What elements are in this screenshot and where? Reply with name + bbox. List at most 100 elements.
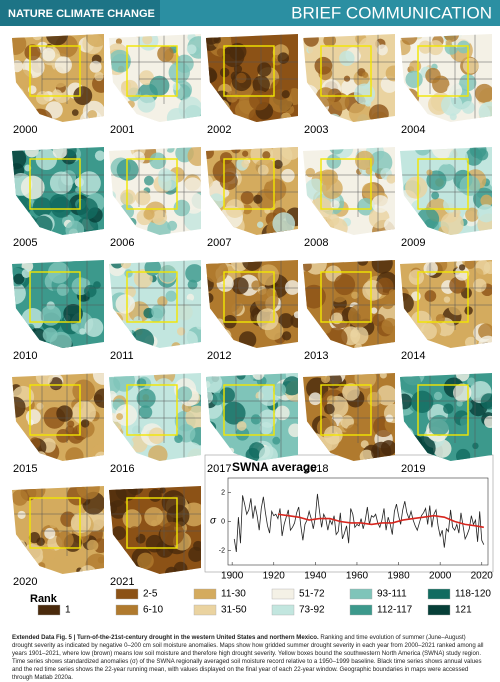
map-blot <box>45 34 69 46</box>
map-year: 2008 <box>304 237 328 249</box>
map-blot <box>135 190 151 206</box>
map-blot <box>175 299 199 323</box>
map-blot <box>222 401 246 425</box>
map-blot <box>94 451 104 461</box>
map-blot <box>258 409 277 428</box>
map-blot <box>144 260 161 276</box>
state-lines <box>12 486 104 574</box>
map-blot <box>334 274 356 296</box>
drought-map: 2009 <box>400 147 492 249</box>
map-blot <box>320 373 331 384</box>
legend-swatch <box>427 588 451 600</box>
map-blot <box>453 383 472 402</box>
map-blot <box>94 150 104 161</box>
map-blot <box>224 296 244 316</box>
map-blot <box>127 110 135 118</box>
map-blot <box>187 279 198 290</box>
map-blot <box>337 260 345 265</box>
map-blot <box>29 427 40 438</box>
map-blot <box>405 332 417 344</box>
map-blot <box>70 512 92 534</box>
map-blot <box>454 266 470 281</box>
chart-title: SWNA average <box>232 460 317 474</box>
map-blot <box>348 101 372 122</box>
map-year: 2004 <box>401 124 425 136</box>
map-blot <box>144 507 164 527</box>
map-blot <box>307 44 318 54</box>
map-blot <box>441 94 463 116</box>
map-blot <box>416 207 440 231</box>
map-blot <box>109 321 125 345</box>
map-blot <box>167 220 178 231</box>
map-blot <box>36 91 50 105</box>
map-blot <box>49 377 63 391</box>
map-blot <box>120 189 136 206</box>
map-blot <box>272 212 296 235</box>
map-blot <box>281 331 292 341</box>
map-blot <box>257 164 269 176</box>
map-blot <box>93 281 101 289</box>
swna-box <box>320 384 372 436</box>
map-blot <box>109 190 116 202</box>
map-blot <box>22 561 30 569</box>
map-blot <box>42 547 57 561</box>
map-blot <box>443 403 454 414</box>
swna-box <box>417 271 469 323</box>
map-blot <box>354 373 377 389</box>
map-blot <box>424 290 437 302</box>
map-field <box>400 34 492 122</box>
map-blot <box>305 167 316 178</box>
drought-map: 2015 <box>12 373 104 475</box>
map-blot <box>63 303 83 324</box>
map-blot <box>31 562 38 570</box>
map-blot <box>355 150 375 171</box>
state-lines <box>303 34 395 122</box>
map-blot <box>400 393 413 410</box>
map-blot <box>324 403 335 415</box>
map-blot <box>420 323 437 340</box>
map-year: 2009 <box>401 237 425 249</box>
map-blot <box>152 210 168 226</box>
map-blot <box>49 519 59 529</box>
map-blot <box>231 277 249 295</box>
legend-label: 11-30 <box>221 589 246 600</box>
map-blot <box>171 342 181 348</box>
map-blot <box>109 428 120 443</box>
legend-label: 121 <box>455 605 472 616</box>
map-blot <box>79 328 86 335</box>
map-blot <box>61 499 72 511</box>
swna-box <box>320 271 372 323</box>
legend-label: 51-72 <box>299 589 325 600</box>
map-blot <box>388 289 395 297</box>
map-blot <box>253 194 263 204</box>
map-blot <box>414 147 432 156</box>
map-blot <box>417 151 440 173</box>
map-blot <box>85 34 104 47</box>
map-blot <box>370 307 378 314</box>
map-blot <box>12 217 24 235</box>
map-blot <box>281 90 290 99</box>
state-lines <box>109 260 201 348</box>
state-lines <box>400 260 492 348</box>
map-blot <box>12 448 20 461</box>
map-blot <box>12 34 27 55</box>
map-blot <box>425 67 441 84</box>
map-blot <box>148 427 166 445</box>
map-blot <box>12 321 28 340</box>
map-blot <box>426 169 433 176</box>
map-blot <box>457 40 471 54</box>
drought-map: 2000 <box>12 34 104 136</box>
map-blot <box>113 147 123 156</box>
map-blot <box>343 75 351 82</box>
map-blot <box>181 442 201 461</box>
y-tick-label: -2 <box>219 547 225 554</box>
map-field <box>12 486 104 574</box>
map-blot <box>185 264 201 283</box>
map-blot <box>183 177 201 197</box>
legend-swatch <box>193 588 217 600</box>
map-blot <box>71 109 79 116</box>
map-blot <box>423 261 438 276</box>
chart-frame <box>204 454 494 573</box>
map-blot <box>41 48 56 62</box>
